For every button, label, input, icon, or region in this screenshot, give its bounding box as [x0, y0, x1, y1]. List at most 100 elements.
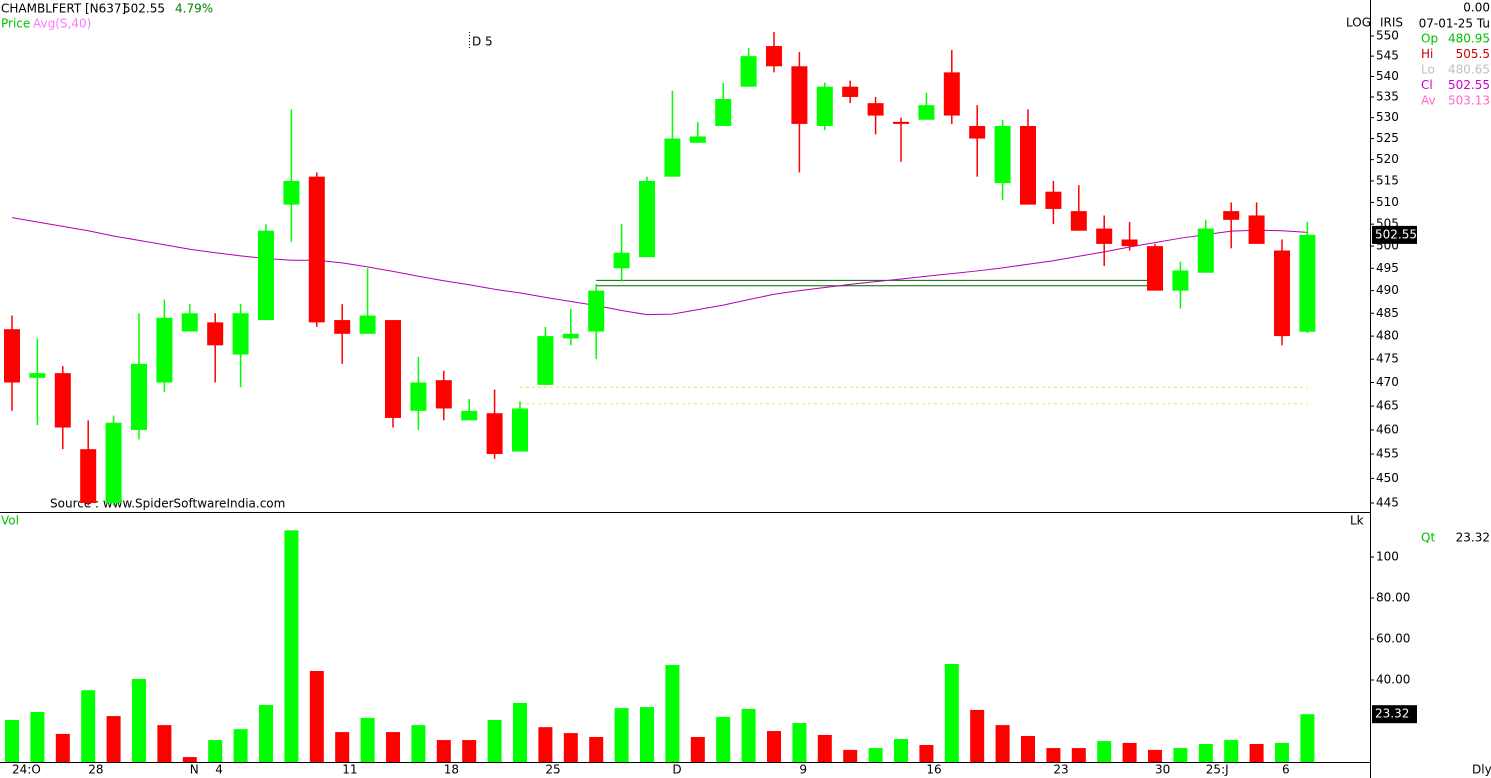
candle-body	[258, 230, 274, 321]
volume-bar	[106, 716, 121, 762]
candle-body	[54, 373, 71, 428]
volume-bar	[538, 727, 553, 762]
candle-body	[562, 333, 579, 339]
x-tick-label: D	[672, 763, 681, 777]
volume-bar	[335, 732, 350, 762]
ohlc-value: 505.5	[1456, 47, 1490, 61]
candle-body	[943, 72, 960, 116]
candle-body	[1121, 239, 1138, 247]
volume-bar	[182, 757, 197, 762]
volume-bar	[411, 725, 426, 762]
y-tick-label: 465	[1376, 399, 1399, 413]
ohlc-value: 503.13	[1448, 94, 1490, 108]
y-tick-label: 455	[1376, 447, 1399, 461]
candle-body	[969, 125, 986, 139]
volume-bar	[132, 678, 146, 762]
y-tick-label: 485	[1376, 306, 1399, 320]
x-tick-label: 18	[444, 763, 459, 777]
candle-body	[893, 121, 909, 124]
period: Dly	[1472, 763, 1491, 777]
candle-body	[1248, 215, 1265, 244]
y-tick-label: 545	[1376, 49, 1399, 63]
volume-bar	[386, 732, 400, 762]
qty-label: Qt	[1421, 531, 1435, 545]
volume-bar	[716, 716, 731, 762]
volume-bar	[640, 707, 654, 762]
candle-body	[512, 408, 528, 452]
x-tick-label: 11	[342, 763, 357, 777]
candle-body	[1147, 246, 1163, 291]
volume-bar	[233, 729, 248, 762]
y-tick-label: 470	[1376, 375, 1399, 389]
y-tick-label: 550	[1376, 29, 1399, 43]
ma-legend: Avg(S,40)	[33, 17, 91, 31]
candle-body	[918, 105, 935, 120]
x-tick-label: 23	[1053, 763, 1068, 777]
candle-body	[1070, 211, 1087, 231]
x-tick-label: 30	[1155, 763, 1170, 777]
y-tick-label: 445	[1376, 496, 1399, 510]
change: 4.79%	[175, 2, 213, 16]
chart-title: CHAMBLFERT [N637]	[1, 2, 126, 16]
candle-body	[639, 180, 655, 258]
volume-bar	[1275, 742, 1289, 762]
candle-body	[29, 373, 46, 378]
volume-tick-label: 40.00	[1376, 673, 1410, 687]
y-tick-label: 515	[1376, 173, 1399, 187]
candle-body	[1223, 211, 1240, 220]
ohlc-label: Cl	[1421, 78, 1433, 92]
volume-bar	[1122, 742, 1137, 762]
volume-bar	[1173, 748, 1188, 762]
volume-bar	[487, 719, 502, 762]
volume-bar	[513, 702, 527, 762]
volume-bar	[868, 748, 883, 762]
volume-bar	[970, 709, 985, 762]
x-tick-label: 25	[545, 763, 560, 777]
candle-body	[131, 363, 147, 430]
indicator-label: IRIS	[1380, 16, 1403, 30]
candle-body	[1096, 228, 1113, 244]
volume-bar	[309, 670, 324, 762]
volume-bar	[741, 708, 756, 762]
volume-bar	[30, 711, 45, 762]
volume-bar	[1249, 743, 1264, 762]
candle-body	[4, 329, 20, 383]
y-tick-label: 495	[1376, 261, 1399, 275]
candle-body	[842, 86, 859, 97]
candle-body	[689, 136, 706, 143]
volume-bar	[767, 731, 781, 762]
y-tick-label: 520	[1376, 152, 1399, 166]
ohlc-value: 480.95	[1448, 32, 1490, 46]
volume-bar	[55, 733, 70, 762]
volume-label: Vol	[1, 514, 19, 528]
volume-bar	[589, 736, 604, 762]
candle-body	[664, 138, 681, 177]
volume-bar	[157, 725, 172, 762]
y-tick-label: 475	[1376, 352, 1399, 366]
volume-bar	[894, 739, 908, 762]
y-tick-label: 540	[1376, 69, 1399, 83]
candle-body	[359, 315, 376, 334]
y-tick-label: 535	[1376, 89, 1399, 103]
volume-bar	[462, 740, 477, 762]
x-tick-label: 16	[926, 763, 941, 777]
date-label: 07-01-25 Tu	[1419, 17, 1490, 31]
volume-bar	[665, 665, 680, 762]
ohlc-label: Op	[1421, 32, 1438, 46]
candle-body	[385, 320, 401, 418]
candle-body	[207, 322, 224, 346]
x-tick-label: 6	[1282, 763, 1290, 777]
volume-unit: Lk	[1350, 514, 1364, 528]
candle-body	[537, 336, 554, 385]
y-tick-label: 460	[1376, 422, 1399, 436]
x-tick-label: 25:J	[1206, 763, 1229, 777]
y-tick-label: 450	[1376, 471, 1399, 485]
candle-body	[1045, 191, 1062, 209]
x-tick-label: N	[190, 763, 199, 777]
candle-body	[816, 86, 833, 126]
volume-tick-label: 100	[1376, 550, 1399, 564]
volume-bar	[817, 734, 832, 762]
top-value: 0.00	[1463, 1, 1490, 15]
volume-tag: 23.32	[1375, 707, 1409, 721]
y-tick-label: 490	[1376, 283, 1399, 297]
